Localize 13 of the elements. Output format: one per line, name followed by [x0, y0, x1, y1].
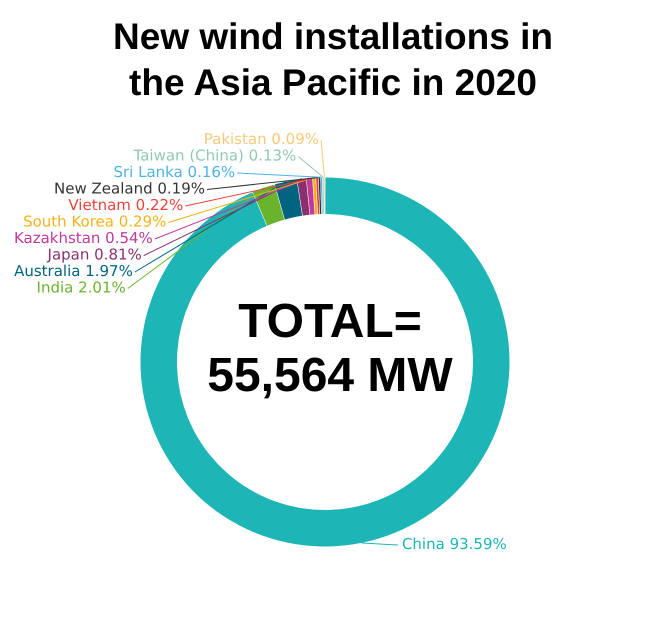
slice-label: Sri Lanka 0.16% [113, 162, 236, 181]
text: TOTAL= 55,564 MW [206, 295, 454, 403]
slice-label: Australia 1.97% [14, 262, 133, 280]
slice-label: Japan 0.81% [46, 245, 142, 264]
slice-label: India 2.01% [36, 278, 126, 296]
slice-label: China 93.59% [402, 534, 507, 553]
chart-title: New wind installations in the Asia Pacific in 2020 [112, 15, 554, 105]
slice-label: Kazakhstan 0.54% [14, 228, 153, 247]
slice-label: Vietnam 0.22% [68, 196, 184, 214]
slice-label: Pakistan 0.09% [204, 130, 319, 148]
slice-label: Taiwan (China) 0.13% [132, 146, 296, 164]
slice-label: New Zealand 0.19% [54, 179, 206, 198]
slice-label: South Korea 0.29% [23, 212, 166, 230]
